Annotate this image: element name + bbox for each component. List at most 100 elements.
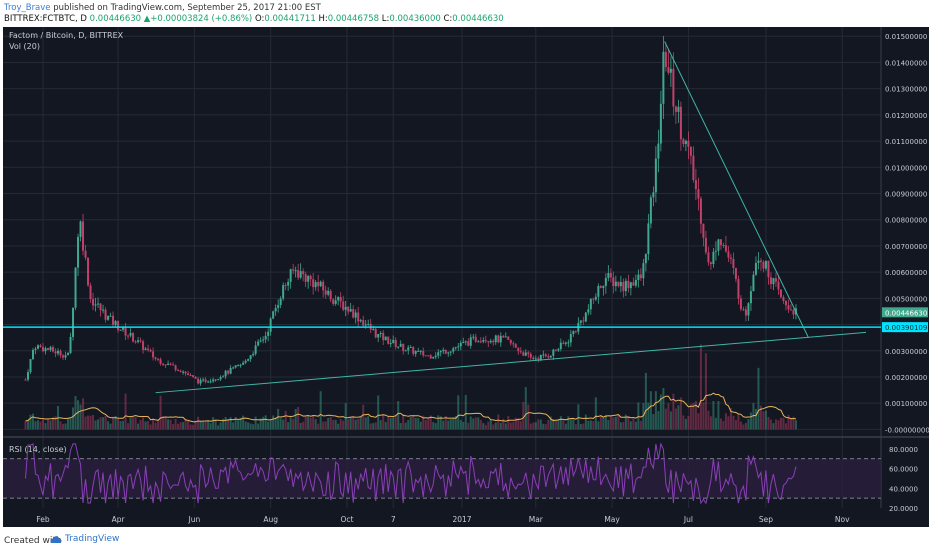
candle-body[interactable]: [589, 298, 592, 310]
candle-body[interactable]: [664, 51, 667, 68]
candle-body[interactable]: [657, 143, 660, 159]
candle-body[interactable]: [662, 51, 665, 104]
candle-body[interactable]: [604, 277, 607, 286]
candle-body[interactable]: [129, 333, 132, 336]
candle-body[interactable]: [52, 347, 55, 352]
candle-body[interactable]: [792, 310, 795, 315]
candle-body[interactable]: [752, 274, 755, 292]
candle-body[interactable]: [67, 352, 70, 356]
candle-body[interactable]: [742, 309, 745, 311]
candle-body[interactable]: [674, 106, 677, 112]
candle-body[interactable]: [537, 358, 540, 360]
candle-body[interactable]: [612, 277, 615, 287]
candle-body[interactable]: [574, 331, 577, 333]
candle-body[interactable]: [689, 146, 692, 156]
trendline[interactable]: [664, 41, 809, 338]
candle-body[interactable]: [242, 362, 245, 365]
candle-body[interactable]: [142, 341, 145, 350]
candle-body[interactable]: [227, 370, 230, 374]
candle-body[interactable]: [677, 106, 680, 112]
candle-body[interactable]: [447, 352, 450, 354]
candle-body[interactable]: [679, 106, 682, 140]
candle-body[interactable]: [79, 221, 82, 237]
candle-body[interactable]: [622, 282, 625, 292]
candle-body[interactable]: [682, 139, 685, 145]
candle-body[interactable]: [757, 260, 760, 264]
candle-body[interactable]: [302, 271, 305, 275]
candle-body[interactable]: [597, 285, 600, 297]
candle-body[interactable]: [772, 278, 775, 285]
candle-body[interactable]: [254, 345, 257, 354]
candle-body[interactable]: [314, 282, 317, 288]
author-link[interactable]: Troy_Brave: [4, 3, 51, 13]
candle-body[interactable]: [49, 347, 52, 350]
rsi-pane[interactable]: 80.0000 60.0000 40.0000 20.0000: [3, 442, 918, 513]
candle-body[interactable]: [239, 364, 242, 366]
candle-body[interactable]: [387, 336, 390, 344]
candle-body[interactable]: [167, 363, 170, 366]
candle-body[interactable]: [189, 375, 192, 377]
candle-body[interactable]: [237, 365, 240, 367]
candle-body[interactable]: [454, 347, 457, 349]
candle-body[interactable]: [72, 307, 75, 337]
candle-body[interactable]: [769, 277, 772, 285]
time-axis[interactable]: Feb Apr Jun Aug Oct 7 2017 Mar May Jul Sep Nov: [36, 515, 850, 524]
candle-body[interactable]: [507, 336, 510, 340]
candle-body[interactable]: [347, 306, 350, 312]
candle-body[interactable]: [559, 342, 562, 350]
candle-body[interactable]: [552, 349, 555, 356]
candle-body[interactable]: [787, 305, 790, 310]
candle-body[interactable]: [109, 315, 112, 317]
candle-body[interactable]: [37, 345, 40, 349]
candle-body[interactable]: [349, 309, 352, 312]
candle-body[interactable]: [784, 301, 787, 306]
candle-body[interactable]: [767, 260, 770, 278]
candle-body[interactable]: [199, 379, 202, 384]
candle-body[interactable]: [332, 299, 335, 304]
candle-body[interactable]: [429, 355, 432, 359]
candle-body[interactable]: [474, 336, 477, 342]
candle-body[interactable]: [544, 354, 547, 357]
candle-body[interactable]: [699, 198, 702, 224]
candle-body[interactable]: [152, 351, 155, 358]
candle-body[interactable]: [477, 341, 480, 343]
candle-body[interactable]: [609, 273, 612, 278]
candle-body[interactable]: [632, 282, 635, 286]
candle-body[interactable]: [649, 197, 652, 224]
candle-body[interactable]: [102, 309, 105, 311]
candle-body[interactable]: [39, 345, 42, 348]
candle-body[interactable]: [222, 376, 225, 378]
candle-body[interactable]: [719, 239, 722, 245]
candle-body[interactable]: [517, 347, 520, 352]
candle-body[interactable]: [119, 329, 122, 331]
candle-body[interactable]: [197, 378, 200, 384]
candle-body[interactable]: [619, 282, 622, 287]
candle-body[interactable]: [564, 342, 567, 344]
candle-body[interactable]: [712, 251, 715, 265]
candle-body[interactable]: [112, 315, 115, 325]
candle-body[interactable]: [534, 358, 537, 360]
candle-body[interactable]: [547, 356, 550, 358]
candle-body[interactable]: [737, 279, 740, 299]
candle-body[interactable]: [262, 339, 265, 341]
candle-body[interactable]: [774, 278, 777, 282]
candle-body[interactable]: [64, 355, 67, 358]
candle-body[interactable]: [567, 342, 570, 344]
candle-body[interactable]: [637, 274, 640, 281]
candle-body[interactable]: [204, 379, 207, 382]
candle-body[interactable]: [364, 324, 367, 326]
candle-body[interactable]: [694, 180, 697, 190]
candle-body[interactable]: [452, 348, 455, 352]
candle-body[interactable]: [422, 350, 425, 356]
candle-body[interactable]: [177, 369, 180, 371]
candle-body[interactable]: [357, 312, 360, 322]
candle-body[interactable]: [232, 367, 235, 369]
candle-body[interactable]: [659, 103, 662, 144]
candle-body[interactable]: [584, 312, 587, 322]
candle-body[interactable]: [627, 280, 630, 289]
candle-body[interactable]: [337, 297, 340, 301]
candle-body[interactable]: [117, 321, 120, 331]
candle-body[interactable]: [277, 304, 280, 308]
candle-body[interactable]: [459, 342, 462, 347]
candle-body[interactable]: [569, 334, 572, 343]
